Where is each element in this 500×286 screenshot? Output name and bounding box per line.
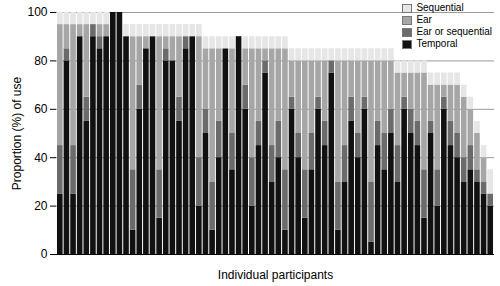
svg-text:20: 20 — [34, 199, 48, 213]
svg-text:Proportion (%) of use: Proportion (%) of use — [10, 76, 24, 190]
svg-text:100: 100 — [27, 5, 47, 19]
svg-text:0: 0 — [41, 247, 48, 261]
svg-text:Individual participants: Individual participants — [218, 268, 333, 282]
svg-text:60: 60 — [34, 102, 48, 116]
html-text:Ear or sequential: Ear or sequential — [416, 26, 492, 37]
svg-text:80: 80 — [34, 54, 48, 68]
html-text:Temporal: Temporal — [416, 38, 458, 49]
html-text:Ear: Ear — [416, 14, 432, 25]
svg-text:40: 40 — [34, 151, 48, 165]
html-text:Sequential: Sequential — [416, 2, 464, 13]
